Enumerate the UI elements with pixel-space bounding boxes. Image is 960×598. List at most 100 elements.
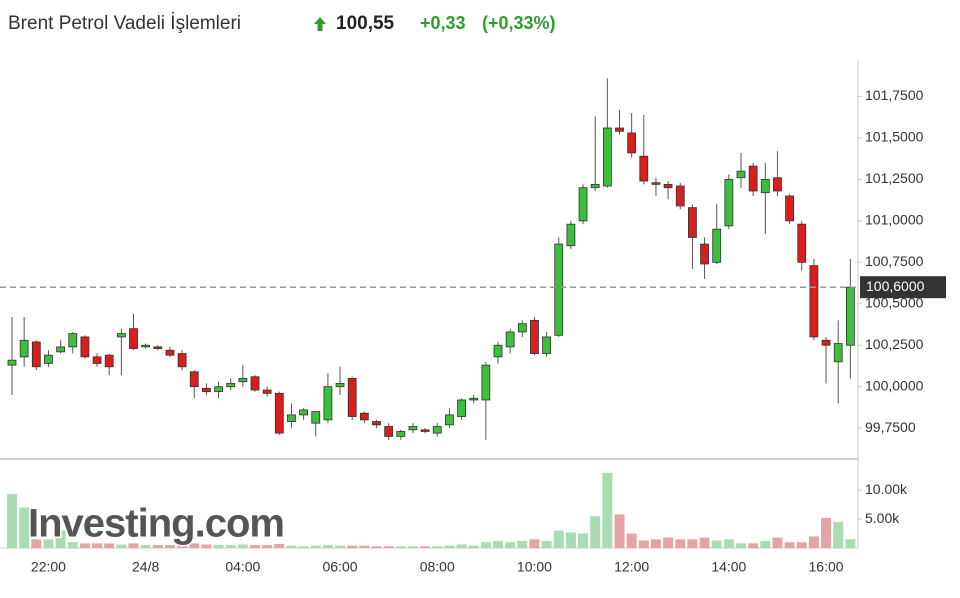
- candle-body: [493, 344, 503, 358]
- volume-bar: [736, 543, 746, 548]
- volume-bar: [493, 541, 503, 548]
- volume-bar: [784, 542, 795, 548]
- candle-body: [116, 333, 126, 338]
- volume-bar: [225, 545, 236, 548]
- volume-bar: [590, 516, 601, 548]
- candle-body: [68, 333, 78, 348]
- volume-bar: [152, 545, 163, 548]
- volume-bar: [79, 543, 90, 548]
- current-price-label: 100,6000: [866, 278, 925, 294]
- volume-bar: [237, 544, 248, 548]
- volume-bar: [529, 539, 540, 548]
- candle-body: [189, 371, 199, 388]
- volume-bar: [298, 546, 309, 548]
- candle-body: [104, 354, 114, 368]
- volume-bar: [821, 517, 832, 548]
- volume-bar: [359, 545, 370, 548]
- price-change-percent: (+0,33%): [482, 13, 556, 33]
- x-tick-label: 22:00: [31, 559, 66, 575]
- volume-bar: [541, 541, 552, 548]
- volume-bar: [578, 533, 589, 548]
- y-tick-label: 99,7500: [865, 419, 916, 435]
- volume-bar: [116, 544, 127, 548]
- volume-bar: [845, 539, 856, 548]
- volume-bar: [31, 539, 42, 548]
- candle-body: [542, 336, 551, 354]
- volume-bar: [760, 541, 771, 548]
- candle-body: [396, 431, 406, 437]
- candle-body: [663, 183, 673, 189]
- last-price: 100,55: [336, 13, 395, 34]
- volume-bar: [335, 545, 346, 548]
- candle-body: [700, 243, 709, 265]
- volume-bar: [67, 542, 78, 548]
- volume-bar: [395, 546, 406, 548]
- candle-body: [821, 339, 831, 346]
- candle-body: [797, 223, 807, 263]
- y-tick-label: 100,2500: [865, 336, 924, 352]
- candle-body: [165, 349, 175, 356]
- candle-body: [505, 331, 515, 348]
- x-tick-label: 12:00: [614, 559, 649, 575]
- volume-bar: [638, 540, 649, 548]
- volume-bar: [626, 533, 637, 548]
- y-tick-label: 100,7500: [865, 253, 924, 269]
- volume-bar: [663, 537, 674, 548]
- candle-body: [712, 228, 722, 263]
- candle-body: [760, 178, 770, 194]
- candle-body: [530, 319, 539, 354]
- candle-body: [311, 411, 321, 424]
- y-tick-label: 101,2500: [865, 170, 924, 186]
- volume-bar: [407, 546, 418, 548]
- candle-body: [359, 412, 369, 421]
- candle-body: [748, 165, 758, 192]
- candle-body: [262, 389, 272, 394]
- volume-tick-label: 5.00k: [865, 510, 900, 526]
- volume-bar: [565, 532, 576, 548]
- volume-bar: [371, 546, 382, 548]
- volume-bar: [796, 542, 807, 548]
- volume-bar: [286, 545, 297, 548]
- volume-bar: [213, 545, 224, 548]
- price-change: +0,33: [420, 13, 466, 33]
- candle-body: [481, 364, 491, 401]
- volume-bar: [699, 537, 710, 548]
- candle-body: [469, 397, 479, 401]
- candle-body: [432, 426, 442, 434]
- candle-body: [287, 414, 296, 422]
- volume-bar: [517, 541, 528, 548]
- volume-tick-label: 10.00k: [865, 481, 908, 497]
- y-tick-label: 101,0000: [865, 212, 924, 228]
- volume-bar: [444, 545, 455, 548]
- volume-bar: [322, 545, 333, 548]
- candle-body: [590, 183, 600, 189]
- volume-bar: [104, 543, 115, 548]
- volume-bar: [128, 543, 139, 548]
- volume-bar: [748, 543, 759, 548]
- volume-bar: [480, 542, 491, 548]
- volume-bar: [92, 543, 103, 548]
- volume-bar: [250, 545, 260, 548]
- candle-body: [627, 132, 637, 154]
- candle-body: [238, 377, 248, 383]
- volume-bar: [274, 543, 285, 548]
- volume-bar: [723, 539, 734, 548]
- x-tick-label: 08:00: [420, 559, 455, 575]
- candle-body: [444, 414, 454, 426]
- volume-bar: [43, 539, 54, 548]
- volume-bar: [310, 545, 321, 548]
- candle-body: [299, 409, 309, 416]
- volume-bar: [833, 521, 844, 548]
- y-tick-label: 101,7500: [865, 87, 924, 103]
- volume-bar: [772, 537, 783, 548]
- up-arrow: [314, 17, 326, 31]
- candle-body: [347, 377, 357, 417]
- current-price-box: [860, 276, 946, 299]
- candle-body: [335, 382, 345, 388]
- volume-bar: [347, 545, 358, 548]
- candle-body: [201, 387, 211, 393]
- candle-body: [274, 392, 284, 434]
- volume-bar: [650, 539, 661, 548]
